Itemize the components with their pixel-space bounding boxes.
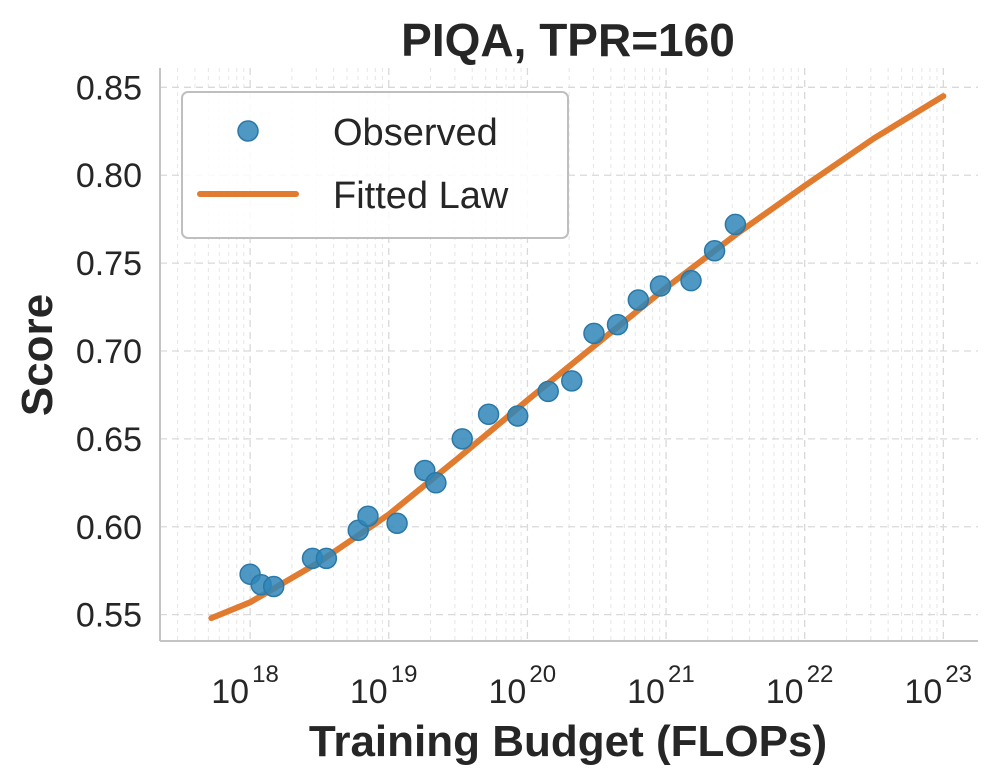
axes — [159, 68, 978, 642]
x-tick-label: 10 — [627, 673, 665, 711]
observed-point — [561, 370, 583, 392]
y-tick-label: 0.55 — [76, 597, 142, 635]
legend-fitted-label: Fitted Law — [333, 175, 509, 217]
fitted-law-line — [208, 93, 947, 622]
x-tick-label: 10 — [488, 673, 526, 711]
x-tick-exponent: 20 — [529, 661, 556, 688]
observed-point — [425, 472, 447, 494]
observed-point — [680, 269, 702, 292]
observed-point — [649, 275, 672, 297]
observed-point — [357, 505, 379, 527]
legend: Observed Fitted Law — [181, 91, 569, 239]
chart-title: PIQA, TPR=160 — [401, 14, 735, 66]
legend-frame — [181, 91, 569, 239]
observed-point — [583, 322, 605, 345]
x-tick-exponent: 22 — [807, 661, 834, 688]
observed-point — [724, 213, 747, 236]
observed-point — [315, 547, 338, 570]
legend-observed-label: Observed — [333, 112, 498, 154]
observed-point — [262, 575, 285, 598]
legend-observed-marker — [237, 120, 259, 142]
observed-point — [477, 403, 500, 426]
x-tick-exponent: 23 — [945, 661, 972, 688]
x-tick-exponent: 18 — [252, 661, 279, 688]
x-tick-label: 10 — [211, 673, 249, 711]
y-tick-label: 0.65 — [76, 421, 142, 459]
y-axis-label: Score — [13, 294, 62, 416]
x-tick-label: 10 — [904, 673, 942, 711]
x-tick-label: 10 — [350, 673, 388, 711]
y-tick-label: 0.80 — [76, 157, 142, 195]
y-tick-label: 0.70 — [76, 333, 142, 371]
y-tick-label: 0.75 — [76, 245, 142, 283]
observed-point — [386, 512, 408, 534]
x-tick-exponent: 19 — [391, 661, 418, 688]
observed-series — [239, 213, 747, 598]
x-tick-exponent: 21 — [668, 661, 695, 688]
y-tick-label: 0.60 — [76, 509, 142, 547]
observed-point — [627, 289, 650, 311]
observed-point — [703, 240, 726, 262]
observed-point — [606, 313, 629, 336]
observed-point — [537, 380, 559, 403]
observed-point — [451, 428, 473, 450]
observed-point — [506, 405, 529, 427]
x-axis-label: Training Budget (FLOPs) — [309, 717, 827, 766]
y-tick-label: 0.85 — [76, 69, 142, 107]
fitted-law-series — [208, 93, 947, 622]
x-tick-label: 10 — [766, 673, 804, 711]
